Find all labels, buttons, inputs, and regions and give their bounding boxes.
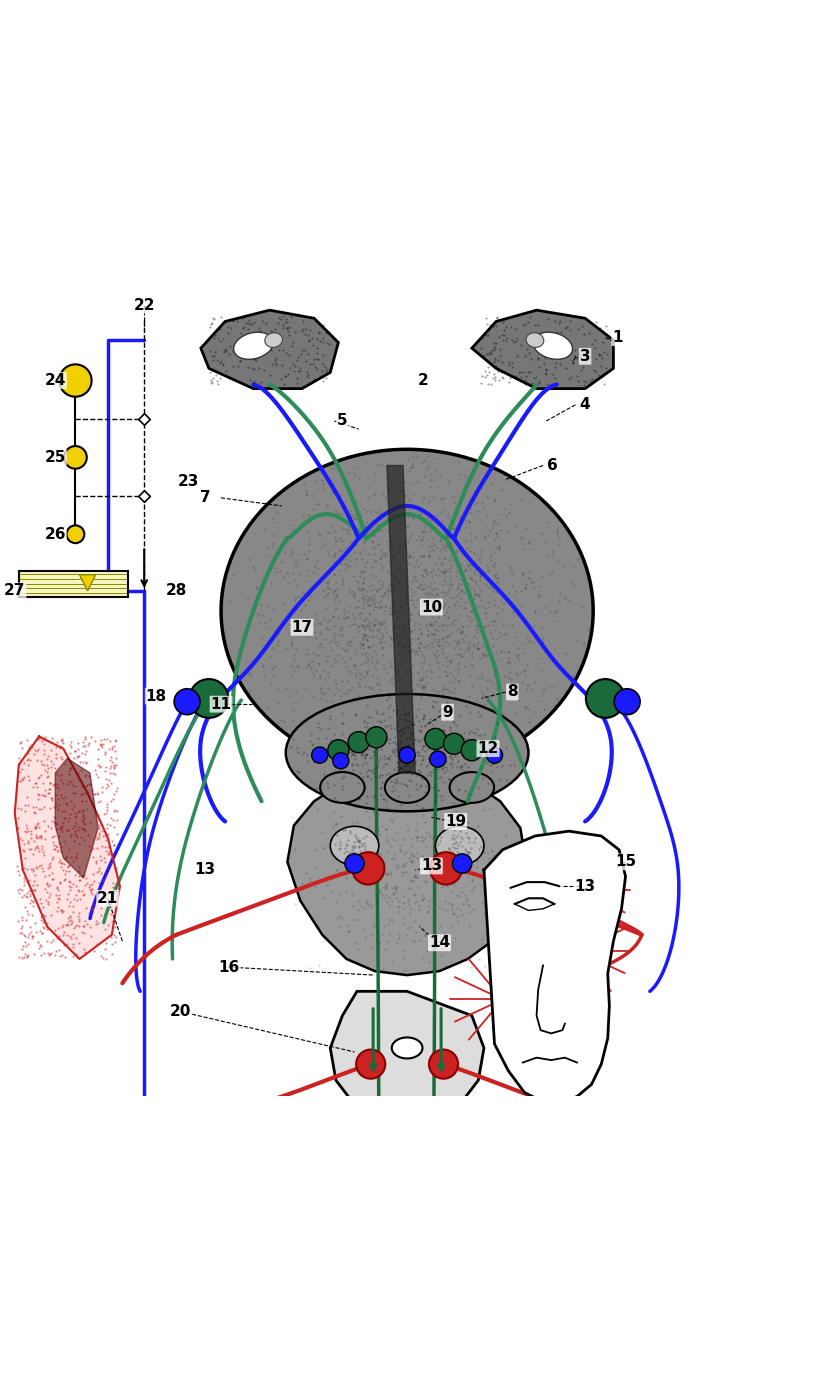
Text: 12: 12 [477,740,498,756]
Text: 13: 13 [421,858,442,873]
Circle shape [328,739,349,761]
Ellipse shape [385,772,429,803]
Text: 23: 23 [178,475,199,489]
Circle shape [452,854,472,873]
Text: 24: 24 [45,374,66,388]
Ellipse shape [233,332,273,360]
Circle shape [67,526,85,543]
Polygon shape [387,465,415,772]
Polygon shape [201,310,338,389]
Circle shape [444,734,464,754]
Text: 3: 3 [580,349,590,364]
Circle shape [59,364,92,397]
Circle shape [461,739,482,761]
Text: 11: 11 [211,696,232,711]
Text: 26: 26 [45,527,66,541]
Text: 28: 28 [166,584,187,598]
Text: 2: 2 [418,374,428,388]
Polygon shape [55,758,98,877]
Circle shape [430,752,446,767]
Point [137,408,150,430]
Text: 6: 6 [547,458,558,473]
Polygon shape [287,771,527,976]
Text: 9: 9 [442,704,453,720]
Text: 25: 25 [45,450,66,465]
Circle shape [430,853,462,884]
Text: 27: 27 [4,584,25,598]
Text: 15: 15 [615,854,636,869]
Polygon shape [330,991,484,1133]
Text: 20: 20 [170,1003,191,1019]
Ellipse shape [286,693,528,811]
Circle shape [64,446,87,469]
Text: 13: 13 [194,862,215,877]
Point [137,486,150,508]
Polygon shape [80,574,96,591]
Circle shape [352,853,385,884]
Circle shape [345,854,364,873]
Circle shape [333,753,349,770]
Polygon shape [15,736,120,959]
Text: 4: 4 [580,397,590,412]
Circle shape [189,680,228,718]
Text: 17: 17 [291,620,312,635]
Circle shape [425,728,446,750]
Ellipse shape [526,332,544,347]
Circle shape [614,689,640,714]
Text: 7: 7 [199,490,211,505]
Text: 18: 18 [146,689,167,703]
Text: 10: 10 [421,599,442,614]
Ellipse shape [320,772,365,803]
Text: 1: 1 [612,331,623,345]
Ellipse shape [450,772,494,803]
Circle shape [429,1049,458,1078]
Polygon shape [484,832,625,1103]
Circle shape [366,727,387,747]
Text: 13: 13 [575,879,596,894]
Circle shape [356,1049,385,1078]
Text: 8: 8 [507,685,518,699]
Circle shape [586,680,624,718]
Text: 14: 14 [429,936,450,951]
Ellipse shape [221,450,593,772]
Ellipse shape [533,332,572,360]
Text: 22: 22 [133,298,155,313]
Circle shape [174,689,200,714]
Circle shape [486,747,502,763]
FancyBboxPatch shape [19,570,128,598]
Ellipse shape [265,332,282,347]
Circle shape [399,747,415,763]
Text: 19: 19 [445,814,466,829]
Text: 16: 16 [219,959,240,974]
Circle shape [348,732,369,753]
Ellipse shape [436,826,484,865]
Text: 5: 5 [337,414,348,429]
Polygon shape [472,310,614,389]
Circle shape [311,747,328,763]
Ellipse shape [392,1038,423,1059]
Ellipse shape [330,826,379,865]
Text: 21: 21 [98,891,119,905]
